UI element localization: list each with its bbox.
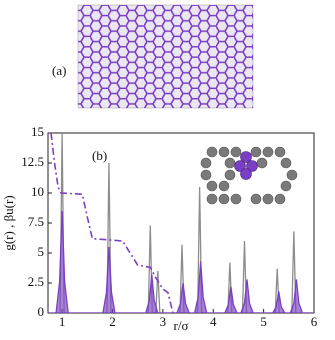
x-tick-label: 6 <box>311 314 318 329</box>
plot-area <box>48 133 314 313</box>
x-tick-label: 3 <box>160 314 167 329</box>
x-tick-label: 5 <box>260 314 267 329</box>
line <box>50 133 174 313</box>
y-tick-label: 5 <box>38 244 45 259</box>
y-tick-label: 10 <box>31 184 44 199</box>
panel-label: (a) <box>52 63 66 78</box>
x-tick-label: 4 <box>210 314 217 329</box>
y-tick-label: 0 <box>38 304 45 319</box>
y-tick-label: 2.5 <box>28 274 44 289</box>
y-tick-label: 12.5 <box>21 154 44 169</box>
x-tick-label: 1 <box>59 314 66 329</box>
line <box>48 133 314 313</box>
x-axis-label: r/σ <box>174 318 189 333</box>
area <box>48 210 314 313</box>
y-tick-label: 15 <box>31 124 44 139</box>
x-tick-label: 2 <box>109 314 116 329</box>
molecule-inset <box>200 146 298 205</box>
y-axis-label: g(r) , βu(r) <box>1 195 16 250</box>
lattice-image <box>77 4 254 109</box>
panel-label: (b) <box>92 148 107 163</box>
y-tick-label: 7.5 <box>28 214 44 229</box>
